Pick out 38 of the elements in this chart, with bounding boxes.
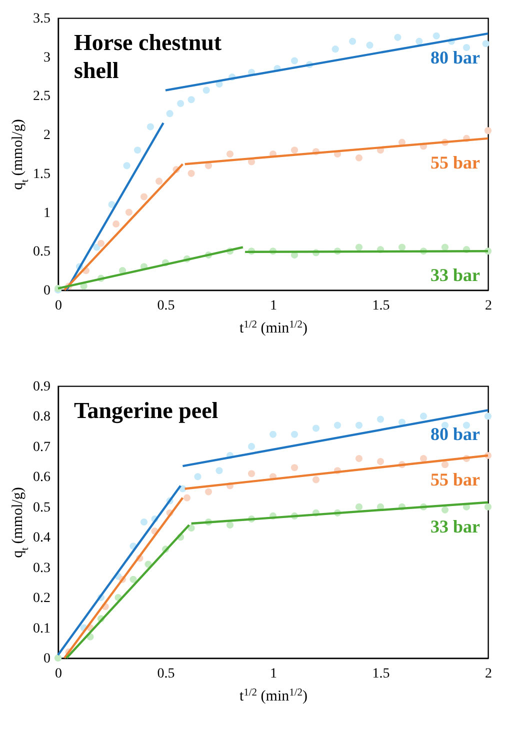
y-tick-label: 0 bbox=[44, 284, 50, 298]
y-tick-label: 3.5 bbox=[33, 12, 50, 26]
text: Horse chestnut shell bbox=[74, 30, 222, 83]
series-label: 80 bar bbox=[430, 48, 480, 68]
y-tick-label: 2 bbox=[44, 128, 50, 144]
x-tick-label: 2 bbox=[485, 298, 492, 314]
y-tick-label: 0.9 bbox=[33, 380, 50, 394]
y-tick-label: 2.5 bbox=[33, 89, 50, 104]
x-tick-label: 0 bbox=[55, 298, 62, 314]
y-tick-label: 0.3 bbox=[33, 560, 50, 576]
y-tick-label: 0.2 bbox=[33, 591, 50, 606]
y-tick-label: 0.7 bbox=[33, 440, 50, 455]
y-tick-label: 1.5 bbox=[33, 166, 50, 182]
x-tick-label: 0.5 bbox=[157, 298, 175, 314]
x-tick-label: 1 bbox=[270, 298, 277, 314]
x-axis-title: t$^{1/2}$ (min$^{1/2}$) bbox=[239, 687, 308, 704]
x-tick-label: 2 bbox=[485, 666, 492, 682]
y-tick-label: 0.6 bbox=[33, 470, 50, 486]
series-label: 55 bar bbox=[430, 470, 480, 490]
y-tick-label: 0 bbox=[44, 652, 50, 666]
series-label: 55 bar bbox=[430, 152, 480, 172]
y-tick-label: 0.1 bbox=[33, 621, 50, 636]
series-label: 33 bar bbox=[430, 265, 480, 286]
y-tick-label: 1 bbox=[44, 206, 50, 221]
y-tick-label: 0.5 bbox=[33, 500, 50, 516]
series-label: 80 bar bbox=[430, 424, 480, 444]
y-tick-label: 0.4 bbox=[33, 530, 50, 546]
text: Tangerine peel bbox=[74, 398, 218, 424]
x-tick-label: 0.5 bbox=[157, 666, 175, 682]
x-axis-title: t$^{1/2}$ (min$^{1/2}$) bbox=[239, 319, 308, 336]
x-tick-label: 1.5 bbox=[372, 298, 390, 314]
x-tick-label: 0 bbox=[55, 666, 62, 682]
x-tick-label: 1.5 bbox=[372, 666, 390, 682]
x-tick-label: 1 bbox=[270, 666, 277, 682]
y-tick-label: 3 bbox=[44, 50, 50, 66]
y-tick-label: 0.8 bbox=[33, 410, 50, 425]
y-tick-label: 0.5 bbox=[33, 244, 50, 260]
series-label: 33 bar bbox=[430, 516, 480, 536]
